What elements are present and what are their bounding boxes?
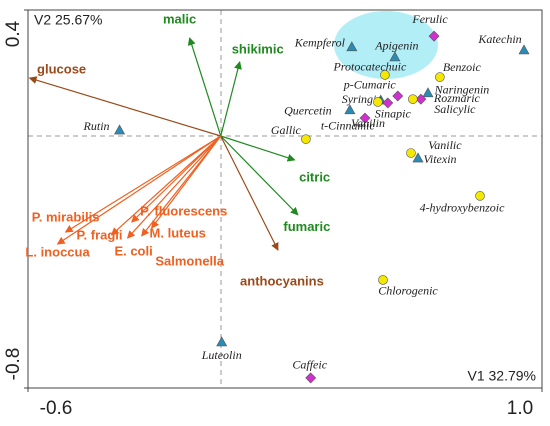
loading-vector: [131, 135, 222, 223]
point-triangle: [518, 44, 530, 55]
point-triangle: [389, 51, 401, 62]
point-triangle: [344, 104, 356, 115]
point-label: Sinapic: [375, 107, 412, 121]
loading-vector: [220, 135, 279, 251]
point-circle: [408, 94, 418, 104]
vector-label: glucose: [37, 61, 86, 76]
loading-vector: [151, 135, 222, 229]
point-diamond: [428, 30, 440, 42]
point-circle: [435, 72, 445, 82]
vector-label: Salmonella: [155, 253, 224, 268]
point-label: p-Cumaric: [343, 78, 397, 92]
point-label: t-Cinnamic: [321, 119, 376, 133]
vector-label: P. mirabilis: [32, 210, 100, 225]
point-label: Benzoic: [443, 60, 482, 74]
vector-label: anthocyanins: [240, 273, 324, 288]
point-label: Vitexin: [423, 152, 456, 166]
point-label: Rozmaric: [433, 91, 481, 105]
highlight-ellipse: [334, 11, 438, 79]
point-label: Vanilin: [351, 116, 385, 130]
x-tick-label: 1.0: [507, 398, 533, 419]
point-circle: [301, 134, 311, 144]
vector-label: fumaric: [283, 219, 330, 234]
point-diamond: [359, 112, 371, 124]
point-triangle: [216, 336, 228, 347]
y-tick-label: -0.8: [3, 348, 24, 381]
vector-label: malic: [163, 11, 196, 26]
point-label: Salicylic: [434, 102, 476, 116]
loading-vector: [187, 37, 222, 137]
x-axis-label: V1 32.79%: [468, 368, 537, 384]
loading-vector: [126, 135, 222, 239]
vector-label: M. luteus: [150, 225, 206, 240]
point-label: Caffeic: [292, 358, 327, 372]
vector-label: L. inoccua: [25, 244, 90, 259]
point-label: Quercetin: [284, 104, 332, 118]
point-circle: [475, 191, 485, 201]
point-diamond: [382, 97, 394, 109]
point-diamond: [392, 90, 404, 102]
loading-vector: [220, 135, 299, 216]
point-label: Rutin: [83, 119, 110, 133]
plot-frame: [27, 9, 543, 389]
point-label: Gallic: [271, 123, 302, 137]
point-label: Kempferol: [294, 36, 346, 50]
point-label: Katechin: [477, 32, 521, 46]
point-label: Apigenin: [374, 39, 418, 53]
point-triangle: [346, 41, 358, 52]
vector-label: citric: [299, 169, 330, 184]
point-label: Luteolin: [201, 348, 242, 362]
y-axis-label: V2 25.67%: [34, 12, 103, 28]
loading-vector: [220, 135, 296, 162]
loading-vector: [64, 135, 222, 233]
point-triangle: [412, 152, 424, 163]
loading-vector: [220, 61, 242, 137]
point-diamond: [415, 93, 427, 105]
x-tick-label: -0.6: [40, 398, 73, 419]
point-circle: [373, 97, 383, 107]
point-label: Vanilic: [428, 138, 462, 152]
loading-vector: [56, 135, 222, 245]
point-diamond: [305, 372, 317, 384]
point-label: 4-hydroxybenzoic: [420, 201, 506, 215]
point-label: Protocatechuic: [332, 60, 407, 74]
point-label: Syringic: [342, 92, 383, 106]
point-label: Chlorogenic: [378, 284, 438, 298]
loading-vector: [110, 135, 222, 236]
point-circle: [378, 275, 388, 285]
point-circle: [380, 70, 390, 80]
point-triangle: [422, 87, 434, 98]
point-circle: [406, 148, 416, 158]
point-label: Ferulic: [411, 12, 448, 26]
vector-label: P. fragii: [77, 227, 123, 242]
loading-vector: [28, 76, 221, 137]
point-label: Naringenin: [434, 83, 490, 97]
vector-label: shikimic: [232, 41, 284, 56]
vector-label: P. fluorescens: [140, 203, 227, 218]
vector-label: E. coli: [114, 243, 152, 258]
y-tick-label: 0.4: [3, 20, 24, 47]
point-triangle: [114, 124, 126, 135]
